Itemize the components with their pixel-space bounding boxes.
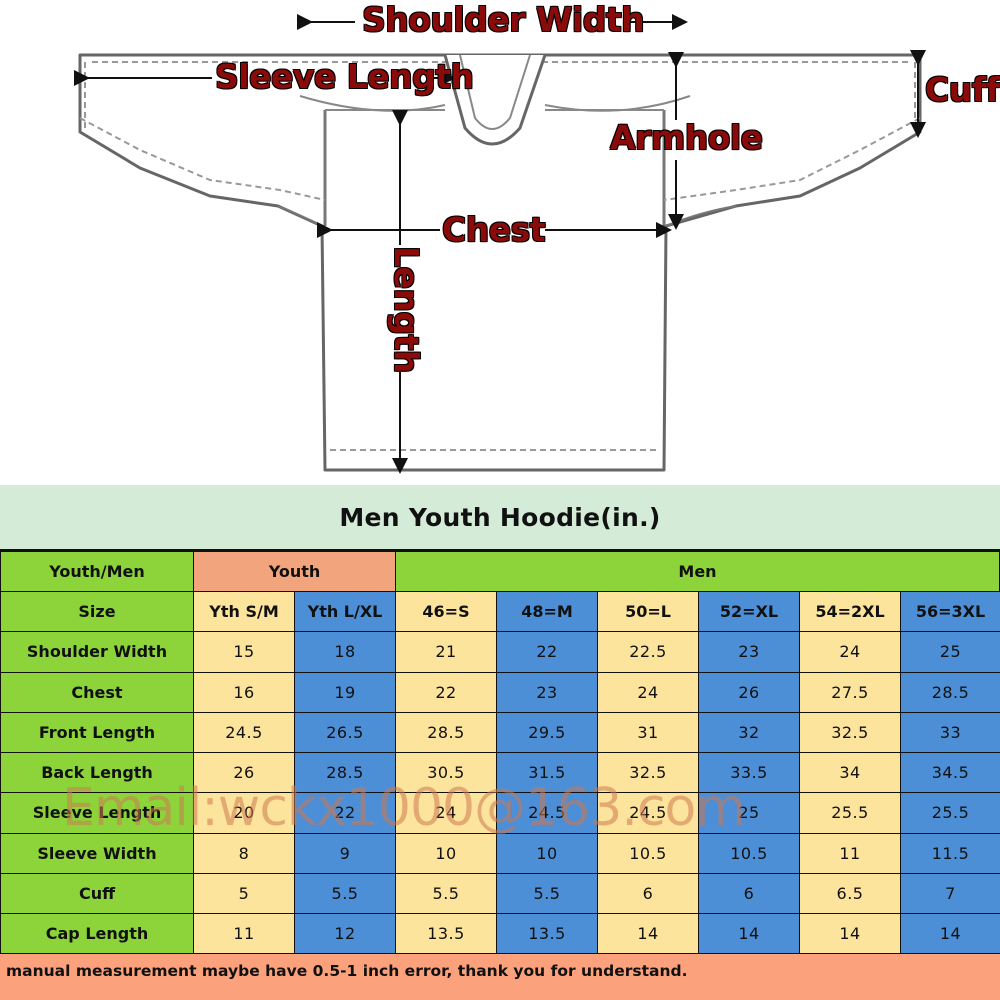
measurement-note: manual measurement maybe have 0.5-1 inch… [0, 953, 1000, 1000]
size-chart: Men Youth Hoodie(in.) Youth/Men Youth Me… [0, 485, 1000, 1000]
measurement-cell: 14 [799, 913, 901, 955]
youth-group-header: Youth [193, 551, 396, 592]
measurement-cell: 22 [395, 671, 497, 713]
measurement-cell: 14 [900, 913, 1000, 955]
measurement-row-label: Chest [0, 671, 194, 713]
measurement-cell: 5.5 [496, 872, 598, 914]
measurement-cell: 16 [193, 671, 295, 713]
measurement-cell: 5.5 [395, 872, 497, 914]
measurement-cell: 32.5 [597, 752, 699, 794]
sleeve-length-label: Sleeve Length [215, 57, 474, 96]
measurement-cell: 20 [193, 792, 295, 834]
measurement-cell: 24 [597, 671, 699, 713]
measurement-cell: 33 [900, 711, 1000, 753]
youth-men-header: Youth/Men [0, 551, 194, 592]
measurement-row-label: Back Length [0, 752, 194, 794]
measurement-cell: 27.5 [799, 671, 901, 713]
measurement-cell: 19 [294, 671, 396, 713]
measurement-cell: 5 [193, 872, 295, 914]
measurement-row-label: Front Length [0, 711, 194, 753]
size-header-cell: 54=2XL [799, 591, 901, 633]
measurement-cell: 12 [294, 913, 396, 955]
measurement-row-label: Sleeve Length [0, 792, 194, 834]
measurement-cell: 33.5 [698, 752, 800, 794]
measurement-cell: 5.5 [294, 872, 396, 914]
measurement-cell: 8 [193, 832, 295, 874]
measurement-cell: 34.5 [900, 752, 1000, 794]
size-header-cell: 56=3XL [900, 591, 1000, 633]
measurement-cell: 22.5 [597, 631, 699, 673]
measurement-cell: 13.5 [496, 913, 598, 955]
size-chart-title: Men Youth Hoodie(in.) [339, 502, 661, 532]
measurement-cell: 24.5 [193, 711, 295, 753]
measurement-row-label: Shoulder Width [0, 631, 194, 673]
measurement-cell: 34 [799, 752, 901, 794]
measurement-cell: 30.5 [395, 752, 497, 794]
cuff-label: Cuff [925, 70, 1000, 109]
measurement-cell: 23 [698, 631, 800, 673]
measurement-cell: 25.5 [900, 792, 1000, 834]
measurement-cell: 26.5 [294, 711, 396, 753]
measurement-cell: 11 [193, 913, 295, 955]
size-chart-title-bar: Men Youth Hoodie(in.) [0, 485, 1000, 551]
measurement-cell: 6 [698, 872, 800, 914]
measurement-cell: 7 [900, 872, 1000, 914]
measurement-cell: 25 [900, 631, 1000, 673]
measurement-cell: 22 [294, 792, 396, 834]
measurement-cell: 28.5 [900, 671, 1000, 713]
measurement-cell: 14 [597, 913, 699, 955]
armhole-label: Armhole [610, 118, 763, 157]
size-header-cell: 48=M [496, 591, 598, 633]
measurement-row-label: Cuff [0, 872, 194, 914]
measurement-cell: 10.5 [698, 832, 800, 874]
size-row-label: Size [0, 591, 194, 633]
measurement-cell: 24.5 [597, 792, 699, 834]
measurement-cell: 11 [799, 832, 901, 874]
measurement-cell: 6 [597, 872, 699, 914]
measurement-row-label: Sleeve Width [0, 832, 194, 874]
measurement-cell: 6.5 [799, 872, 901, 914]
measurement-cell: 22 [496, 631, 598, 673]
men-group-header: Men [395, 551, 1000, 592]
size-header-cell: 46=S [395, 591, 497, 633]
measurement-cell: 11.5 [900, 832, 1000, 874]
measurement-cell: 18 [294, 631, 396, 673]
shoulder-width-label: Shoulder Width [362, 0, 645, 39]
measurement-cell: 29.5 [496, 711, 598, 753]
measurement-cell: 9 [294, 832, 396, 874]
measurement-cell: 25 [698, 792, 800, 834]
measurement-cell: 25.5 [799, 792, 901, 834]
measurement-cell: 21 [395, 631, 497, 673]
measurement-cell: 26 [698, 671, 800, 713]
measurement-cell: 31.5 [496, 752, 598, 794]
size-header-cell: 52=XL [698, 591, 800, 633]
measurement-cell: 31 [597, 711, 699, 753]
measurement-cell: 23 [496, 671, 598, 713]
measurement-cell: 26 [193, 752, 295, 794]
size-header-cell: Yth L/XL [294, 591, 396, 633]
chest-label: Chest [442, 210, 546, 249]
measurement-row-label: Cap Length [0, 913, 194, 955]
measurement-cell: 28.5 [294, 752, 396, 794]
measurement-cell: 24.5 [496, 792, 598, 834]
size-header-cell: Yth S/M [193, 591, 295, 633]
measurement-cell: 24 [395, 792, 497, 834]
measurement-cell: 24 [799, 631, 901, 673]
measurement-cell: 28.5 [395, 711, 497, 753]
size-header-cell: 50=L [597, 591, 699, 633]
measurement-cell: 14 [698, 913, 800, 955]
jersey-outline [74, 14, 926, 474]
measurement-cell: 10 [395, 832, 497, 874]
length-label: Length [386, 246, 426, 373]
measurement-cell: 32 [698, 711, 800, 753]
measurement-cell: 10.5 [597, 832, 699, 874]
jersey-diagram: Shoulder Width Sleeve Length Cuff Armhol… [0, 0, 1000, 485]
measurement-cell: 15 [193, 631, 295, 673]
measurement-cell: 10 [496, 832, 598, 874]
measurement-cell: 13.5 [395, 913, 497, 955]
measurement-cell: 32.5 [799, 711, 901, 753]
